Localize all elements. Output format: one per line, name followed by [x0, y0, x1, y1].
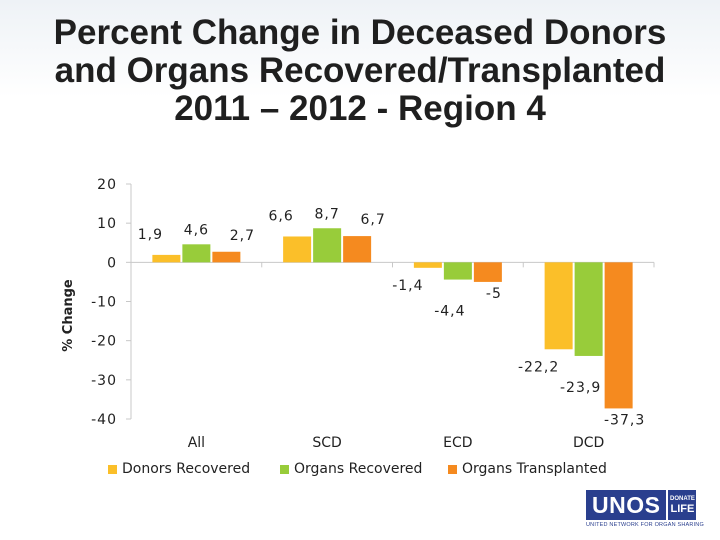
data-label: 6,7: [360, 212, 385, 228]
bar-organs-transplanted-dcd: [604, 262, 633, 409]
data-label: -1,4: [392, 278, 423, 294]
y-axis-title: % Change: [61, 279, 76, 352]
bar-donors-recovered-scd: [283, 236, 312, 263]
legend-item-donors-recovered: Donors Recovered: [108, 461, 250, 477]
data-label: 2,7: [230, 228, 255, 244]
x-category-label-dcd: DCD: [573, 435, 604, 451]
logo-subtitle: UNITED NETWORK FOR ORGAN SHARING: [586, 522, 704, 528]
legend-item-organs-recovered: Organs Recovered: [280, 461, 422, 477]
x-category-label-all: All: [188, 435, 205, 451]
unos-logo: UNOS DONATE LIFE UNITED NETWORK FOR ORGA…: [586, 490, 704, 532]
bar-organs-recovered-ecd: [443, 262, 472, 280]
legend-swatch-donors-recovered: [108, 464, 117, 474]
y-tick-label: -30: [91, 373, 117, 389]
bar-donors-recovered-ecd: [413, 262, 442, 268]
bar-organs-transplanted-ecd: [473, 262, 502, 282]
legend-label-organs-transplanted: Organs Transplanted: [462, 461, 607, 477]
legend-swatch-organs-transplanted: [448, 464, 457, 474]
legend-item-organs-transplanted: Organs Transplanted: [448, 461, 607, 477]
title-line-3: 2011 – 2012 - Region 4: [174, 88, 546, 128]
data-label: -22,2: [518, 359, 559, 375]
data-label: 1,9: [138, 227, 163, 243]
title-line-1: Percent Change in Deceased Donors: [53, 13, 667, 52]
bar-organs-transplanted-all: [212, 251, 241, 263]
x-category-label-ecd: ECD: [443, 435, 472, 451]
data-label: -5: [486, 286, 502, 302]
logo-side-bottom: LIFE: [670, 502, 695, 515]
legend-label-donors-recovered: Donors Recovered: [122, 461, 251, 477]
bar-donors-recovered-all: [152, 254, 181, 263]
bar-donors-recovered-dcd: [544, 262, 573, 350]
chart-title: Percent Change in Deceased Donors and Or…: [20, 14, 700, 127]
y-tick-label: 20: [97, 177, 117, 193]
bar-organs-recovered-all: [182, 244, 211, 263]
data-label: 6,6: [268, 208, 293, 224]
y-tick-label: 0: [107, 255, 117, 271]
data-label: -23,9: [560, 380, 601, 396]
y-tick-label: 10: [97, 216, 117, 232]
logo-box: UNOS DONATE LIFE: [586, 490, 697, 520]
legend-swatch-organs-recovered: [280, 464, 289, 474]
data-label: -4,4: [434, 304, 465, 320]
legend-label-organs-recovered: Organs Recovered: [294, 461, 423, 477]
logo-main-text: UNOS: [586, 490, 667, 520]
x-category-label-scd: SCD: [312, 435, 341, 451]
data-label: -37,3: [604, 412, 645, 428]
logo-side-top: DONATE: [670, 495, 695, 502]
y-tick-label: -20: [91, 334, 117, 350]
data-label: 8,7: [314, 206, 339, 222]
y-tick-label: -40: [91, 412, 117, 428]
data-label: 4,6: [184, 222, 209, 238]
bar-organs-recovered-dcd: [574, 262, 603, 356]
bar-organs-recovered-scd: [313, 228, 342, 263]
title-line-2: and Organs Recovered/Transplanted: [54, 50, 666, 90]
legend: Donors Recovered Organs Recovered Organs…: [108, 461, 628, 481]
y-tick-label: -10: [91, 295, 117, 311]
logo-side: DONATE LIFE: [668, 490, 697, 520]
bar-organs-transplanted-scd: [343, 236, 372, 263]
